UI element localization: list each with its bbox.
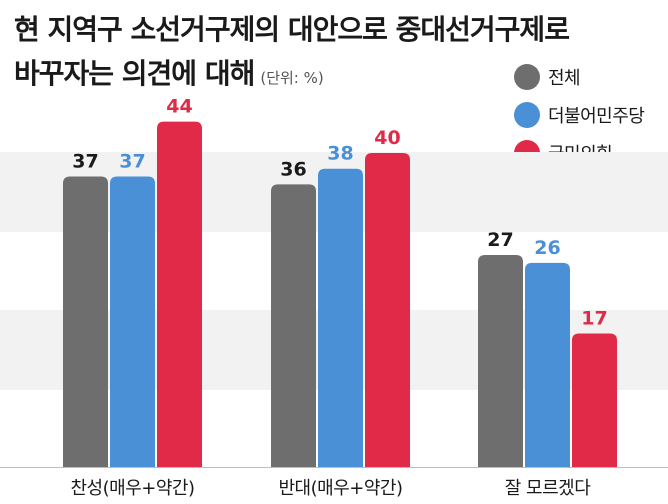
bar-ppp-1 (157, 121, 202, 467)
value-label-total-1: 37 (72, 151, 98, 173)
value-label-ppp-1: 44 (166, 96, 192, 118)
legend-swatch-total (514, 64, 540, 90)
legend-swatch-democratic (514, 102, 540, 128)
category-label-1: 찬성(매우+약간) (71, 478, 195, 499)
title-line-2: 바꾸자는 의견에 대해 (단위: %) (14, 52, 514, 100)
bar-ppp-3 (572, 333, 617, 467)
bar-democratic-2 (318, 168, 363, 467)
legend-label-democratic: 더불어민주당 (548, 106, 645, 127)
bar-total-1 (63, 176, 108, 468)
bar-ppp-2 (365, 153, 410, 467)
category-label-2: 반대(매우+약간) (279, 478, 403, 499)
legend-item-total: 전체 (514, 58, 644, 96)
value-labels: 37 37 44 36 38 40 27 26 17 (72, 96, 607, 330)
legend-label-total: 전체 (548, 68, 581, 89)
value-label-democratic-1: 37 (119, 151, 145, 173)
value-label-ppp-3: 17 (581, 308, 607, 330)
bar-democratic-1 (110, 176, 155, 468)
category-label-3: 잘 모르겠다 (505, 478, 591, 499)
bar-democratic-3 (525, 262, 570, 467)
value-label-democratic-2: 38 (327, 143, 353, 165)
value-label-total-2: 36 (280, 158, 306, 180)
chart-title: 현 지역구 소선거구제의 대안으로 중대선거구제로 바꾸자는 의견에 대해 (단위… (14, 8, 570, 100)
value-label-total-3: 27 (487, 229, 513, 251)
unit-label: (단위: %) (260, 69, 324, 87)
title-line-2-text: 바꾸자는 의견에 대해 (14, 57, 255, 90)
title-line-1: 현 지역구 소선거구제의 대안으로 중대선거구제로 (14, 13, 570, 46)
legend-item-democratic: 더불어민주당 (514, 96, 645, 134)
category-labels: 찬성(매우+약간) 반대(매우+약간) 잘 모르겠다 (71, 478, 592, 499)
value-label-ppp-2: 40 (374, 127, 400, 149)
bar-total-2 (271, 184, 316, 467)
bars (63, 121, 617, 468)
bar-total-3 (478, 255, 523, 467)
value-label-democratic-3: 26 (534, 237, 560, 259)
